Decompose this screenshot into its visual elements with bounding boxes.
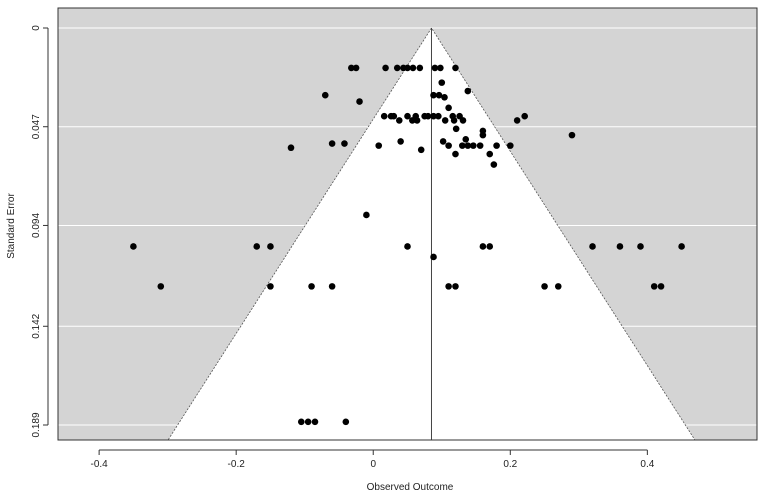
- data-point-34: [441, 117, 449, 124]
- data-point-25: [424, 112, 432, 120]
- data-point-30: [521, 112, 528, 120]
- data-point-7: [416, 64, 424, 72]
- x-tick-label-2: 0: [370, 459, 376, 470]
- data-point-9: [437, 64, 444, 72]
- data-point-49: [459, 142, 466, 149]
- data-point-2: [382, 64, 389, 72]
- x-tick-label-1: -0.2: [228, 459, 246, 470]
- data-point-59: [490, 161, 498, 168]
- data-point-12: [464, 87, 472, 95]
- data-point-72: [157, 283, 165, 290]
- plot-border: [57, 7, 758, 441]
- data-point-36: [459, 117, 467, 124]
- data-point-53: [493, 142, 500, 149]
- data-point-1: [348, 64, 355, 72]
- data-point-62: [253, 243, 261, 250]
- y-tick-label-1: 0.047: [31, 114, 42, 139]
- y-tick-label-0: 0: [31, 25, 42, 31]
- data-point-45: [328, 140, 336, 147]
- data-point-43: [439, 138, 447, 145]
- data-point-69: [637, 243, 644, 250]
- data-point-44: [462, 136, 470, 143]
- data-point-41: [479, 131, 487, 139]
- data-point-81: [657, 283, 665, 290]
- data-point-33: [413, 117, 421, 124]
- data-point-60: [363, 211, 370, 219]
- y-axis: 0 0.047 0.094 0.142 0.189: [31, 25, 49, 438]
- data-point-8: [431, 64, 439, 72]
- data-point-51: [469, 142, 477, 149]
- y-tick-label-2: 0.094: [31, 213, 42, 238]
- data-point-47: [375, 142, 383, 149]
- data-point-65: [479, 243, 487, 250]
- data-point-16: [441, 94, 448, 101]
- data-point-63: [267, 243, 274, 250]
- data-point-74: [308, 283, 315, 290]
- x-tick-label-4: 0.4: [640, 459, 654, 470]
- data-point-26: [430, 112, 437, 120]
- data-point-46: [341, 140, 348, 147]
- data-point-56: [417, 146, 425, 154]
- data-point-0: [352, 64, 360, 72]
- data-point-10: [452, 64, 459, 72]
- x-tick-label-3: 0.2: [503, 459, 517, 470]
- data-point-55: [287, 144, 295, 152]
- data-point-52: [476, 142, 484, 149]
- data-point-13: [321, 91, 329, 99]
- data-point-77: [452, 283, 459, 290]
- data-point-37: [513, 117, 521, 124]
- data-point-80: [650, 283, 658, 290]
- data-point-40: [568, 131, 576, 139]
- data-point-22: [404, 112, 411, 120]
- data-point-11: [438, 79, 446, 86]
- data-point-76: [445, 283, 452, 290]
- data-point-75: [328, 283, 336, 290]
- y-axis-title: Standard Error: [6, 193, 17, 259]
- data-point-68: [616, 243, 624, 250]
- data-point-67: [589, 243, 596, 250]
- data-point-83: [304, 418, 312, 426]
- data-point-17: [356, 98, 363, 105]
- data-point-57: [452, 150, 459, 158]
- data-point-15: [435, 91, 443, 99]
- data-point-70: [678, 243, 685, 250]
- data-point-35: [450, 117, 458, 124]
- data-point-85: [342, 418, 350, 426]
- data-point-58: [486, 150, 494, 158]
- x-axis-title: Observed Outcome: [367, 482, 454, 493]
- data-point-14: [430, 91, 437, 99]
- data-point-21: [390, 112, 398, 120]
- data-point-78: [541, 283, 548, 290]
- data-point-64: [404, 243, 411, 250]
- data-point-38: [452, 125, 460, 133]
- data-point-19: [380, 112, 388, 120]
- data-point-71: [430, 253, 437, 261]
- data-point-61: [130, 243, 137, 250]
- data-point-82: [297, 418, 305, 426]
- data-point-84: [311, 418, 319, 426]
- data-point-32: [408, 117, 416, 124]
- data-point-27: [435, 112, 442, 120]
- data-point-18: [445, 104, 452, 112]
- data-point-31: [395, 117, 403, 124]
- y-tick-label-3: 0.142: [31, 313, 42, 338]
- data-point-5: [404, 64, 411, 72]
- data-point-3: [393, 64, 401, 72]
- data-point-42: [397, 138, 404, 145]
- data-point-48: [445, 142, 452, 149]
- data-point-50: [464, 142, 472, 149]
- data-points: [130, 64, 685, 426]
- data-point-73: [267, 283, 274, 290]
- data-point-54: [506, 142, 514, 149]
- data-point-66: [486, 243, 494, 250]
- x-tick-label-0: -0.4: [91, 459, 109, 470]
- y-tick-label-4: 0.189: [31, 412, 42, 437]
- x-axis: -0.4 -0.2 0 0.2 0.4: [91, 449, 655, 470]
- data-point-6: [409, 64, 417, 72]
- data-point-79: [554, 283, 562, 290]
